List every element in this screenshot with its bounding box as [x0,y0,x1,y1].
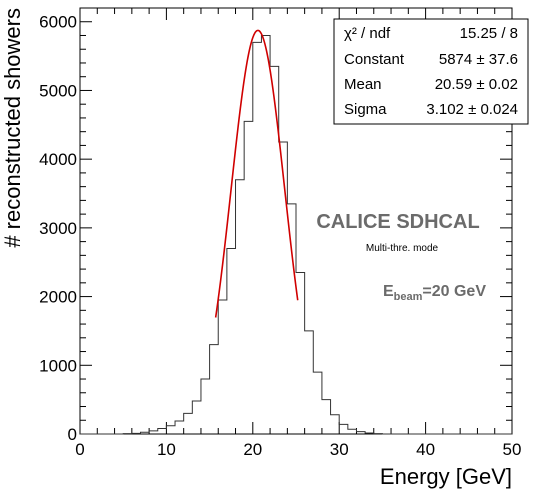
stats-value-constant: 5874 ± 37.6 [439,51,518,68]
fit-stats-box: χ² / ndf 15.25 / 8 Constant 5874 ± 37.6 … [333,18,529,125]
gaussian-fit-curve [214,29,299,318]
histogram-bin [331,415,340,434]
y-tick-label: 1000 [39,356,77,375]
beam-energy-subscript: beam [394,291,423,303]
x-tick-label: 30 [330,440,349,459]
beam-energy-value: =20 GeV [422,283,486,300]
stats-value-sigma: 3.102 ± 0.024 [426,101,518,118]
x-tick-label: 10 [157,440,176,459]
y-tick-label: 4000 [39,150,77,169]
stats-value-mean: 20.59 ± 0.02 [435,76,518,93]
histogram-bin [287,204,296,434]
mode-label: Multi-thre. mode [366,243,439,254]
histogram-bin [313,372,322,434]
histogram-bin [236,180,245,434]
histogram-bin [322,400,331,434]
stats-box-frame [333,18,529,125]
histogram-outline [80,34,512,435]
histogram-bin [184,413,193,434]
histogram-bin [253,42,262,434]
histogram-bin [175,421,184,434]
experiment-label: CALICE SDHCAL [316,211,479,233]
histogram-bin [279,142,288,434]
histogram-bin [192,401,201,434]
y-tick-labels: 0 1000 2000 3000 4000 5000 6000 [39,13,77,444]
y-tick-label: 6000 [39,13,77,32]
x-tick-label: 40 [416,440,435,459]
y-axis-title: # reconstructed showers [0,8,25,248]
y-tick-label: 2000 [39,288,77,307]
x-tick-label: 50 [503,440,522,459]
histogram-bin [166,426,175,434]
x-tick-label: 20 [243,440,262,459]
stats-value-chi2: 15.25 / 8 [460,25,518,42]
beam-energy-label: Ebeam=20 GeV [383,283,486,303]
histogram-bin [158,429,167,434]
stats-label-sigma: Sigma [344,101,387,118]
histogram-bin [218,300,227,434]
stats-label-chi2: χ² / ndf [344,25,391,42]
beam-energy-symbol: E [383,283,394,300]
histogram-bin [348,429,357,434]
histogram-bin [339,424,348,434]
stats-label-constant: Constant [344,51,405,68]
x-axis-title: Energy [GeV] [380,464,512,489]
histogram-bin [261,35,270,434]
y-tick-label: 0 [68,425,77,444]
stats-label-mean: Mean [344,76,382,93]
x-tick-labels: 0 10 20 30 40 50 [75,440,521,459]
histogram-bin [210,345,219,434]
y-tick-label: 5000 [39,81,77,100]
plot-frame [79,7,513,435]
y-tick-label: 3000 [39,219,77,238]
histogram-bin [227,248,236,434]
histogram-bin [201,379,210,434]
x-tick-label: 0 [75,440,84,459]
histogram-bin [305,331,314,434]
histogram-bin [244,121,253,434]
